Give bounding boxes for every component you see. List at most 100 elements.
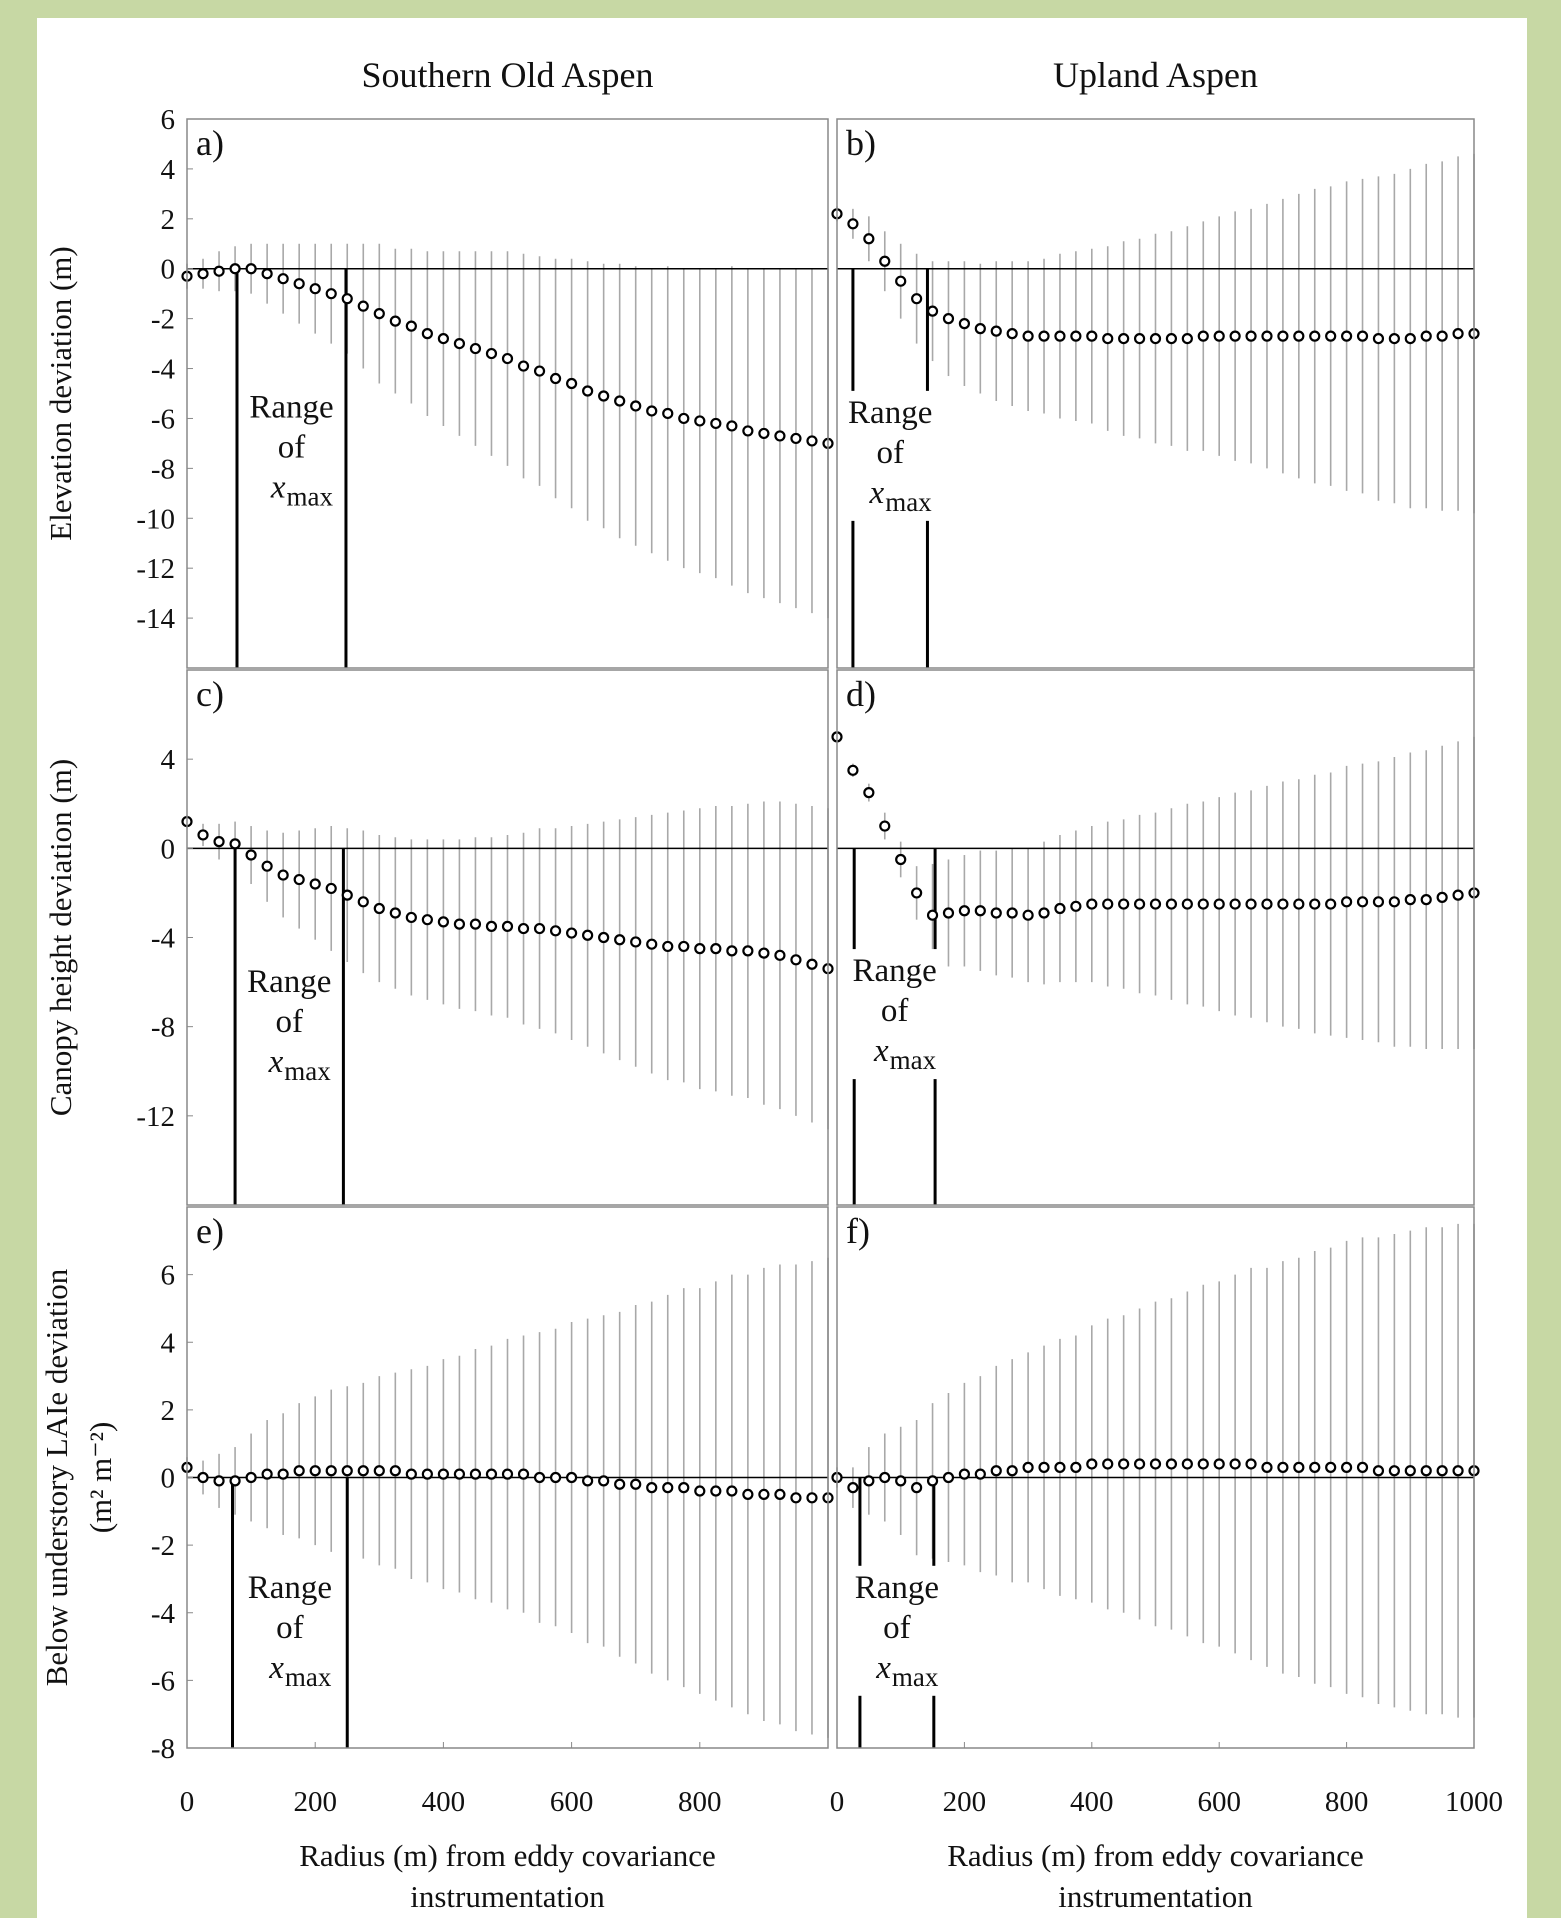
data-point xyxy=(549,372,562,385)
data-point xyxy=(485,347,498,360)
y-axis-label: (m² m⁻²) xyxy=(83,1422,118,1534)
annotation-background xyxy=(850,1565,944,1696)
y-tick-label: -2 xyxy=(151,1530,175,1562)
data-point xyxy=(1197,330,1209,342)
data-point xyxy=(1038,907,1050,919)
data-point xyxy=(1309,330,1321,342)
data-point xyxy=(710,417,722,430)
data-point xyxy=(1404,1465,1416,1477)
data-point xyxy=(614,934,626,946)
data-point xyxy=(926,305,939,317)
x-tick-label: 200 xyxy=(943,1786,987,1818)
data-point xyxy=(694,943,706,955)
data-point xyxy=(1388,896,1400,908)
data-point xyxy=(911,293,923,305)
data-point xyxy=(533,365,546,377)
y-tick-label: -14 xyxy=(136,603,175,635)
data-point xyxy=(197,829,209,841)
x-tick-label: 800 xyxy=(1325,1786,1369,1818)
data-point xyxy=(1102,333,1114,345)
data-point xyxy=(1436,1465,1448,1477)
annotation-subscript: max xyxy=(284,1056,331,1086)
data-point xyxy=(1229,330,1241,342)
data-point xyxy=(942,313,955,325)
data-point xyxy=(911,887,923,899)
data-point xyxy=(1197,898,1209,910)
data-point xyxy=(1054,902,1066,915)
data-point xyxy=(1149,1458,1162,1470)
data-point xyxy=(847,218,859,230)
data-point xyxy=(229,263,241,275)
data-point xyxy=(1372,333,1385,345)
data-point xyxy=(421,1468,433,1480)
annotation-subscript: max xyxy=(892,1662,939,1692)
data-point xyxy=(1340,896,1353,908)
data-point xyxy=(694,1485,706,1497)
data-point xyxy=(213,265,225,277)
plot-frame xyxy=(836,118,1475,669)
annotation-subscript: max xyxy=(890,1045,937,1075)
data-point xyxy=(1022,330,1034,342)
y-tick-label: -12 xyxy=(136,553,175,585)
data-point xyxy=(261,268,273,280)
y-tick-label: -4 xyxy=(151,1598,176,1630)
data-point xyxy=(245,849,257,861)
x-tick-label: 0 xyxy=(830,1786,845,1818)
data-point xyxy=(1022,1461,1034,1473)
data-point xyxy=(245,1471,257,1484)
y-tick-label: -8 xyxy=(151,453,175,485)
data-point xyxy=(453,918,466,930)
y-tick-label: -6 xyxy=(151,403,175,435)
data-point xyxy=(806,1492,818,1504)
column-title: Upland Aspen xyxy=(1053,55,1258,95)
x-tick-label: 0 xyxy=(180,1786,195,1818)
annotation-subscript: max xyxy=(285,1662,332,1692)
x-tick-label: 1000 xyxy=(1445,1786,1503,1818)
data-point xyxy=(1293,898,1305,910)
data-point xyxy=(646,405,658,417)
data-point xyxy=(517,1468,530,1480)
data-point xyxy=(1165,898,1178,910)
data-point xyxy=(742,425,754,437)
data-point xyxy=(565,927,578,939)
data-point xyxy=(1340,1461,1353,1473)
y-tick-label: -8 xyxy=(151,1012,175,1044)
annotation-background xyxy=(243,1565,337,1696)
data-point xyxy=(469,1468,482,1480)
data-point xyxy=(990,1465,1002,1477)
y-tick-label: -2 xyxy=(151,304,175,336)
data-point xyxy=(758,1488,770,1501)
data-point xyxy=(1356,896,1369,908)
data-point xyxy=(437,916,449,928)
data-point xyxy=(565,1471,578,1484)
data-point xyxy=(1436,891,1448,903)
annotation-symbol: x xyxy=(875,1650,891,1686)
data-point xyxy=(405,320,417,332)
annotation-symbol: x xyxy=(268,1650,284,1686)
data-point xyxy=(1277,898,1289,910)
data-point xyxy=(325,882,337,895)
data-point xyxy=(373,902,385,915)
data-point xyxy=(405,911,417,924)
data-point xyxy=(1388,1465,1400,1477)
data-point xyxy=(501,920,514,932)
panel-label: d) xyxy=(846,674,876,714)
data-point xyxy=(806,435,818,447)
data-point xyxy=(774,430,786,442)
data-point xyxy=(710,943,722,955)
y-tick-label: 6 xyxy=(161,1260,176,1292)
data-point xyxy=(501,352,514,365)
data-point xyxy=(678,940,690,953)
annotation-text: Range xyxy=(855,1570,939,1606)
data-point xyxy=(806,958,818,970)
data-point xyxy=(469,918,482,930)
data-point xyxy=(485,920,498,932)
data-point xyxy=(1181,333,1193,345)
data-point xyxy=(1118,898,1130,910)
plot-frame xyxy=(836,669,1475,1206)
panel-label: b) xyxy=(846,123,876,163)
data-point xyxy=(549,1471,562,1484)
data-point xyxy=(1070,330,1082,342)
data-point xyxy=(1165,333,1178,345)
